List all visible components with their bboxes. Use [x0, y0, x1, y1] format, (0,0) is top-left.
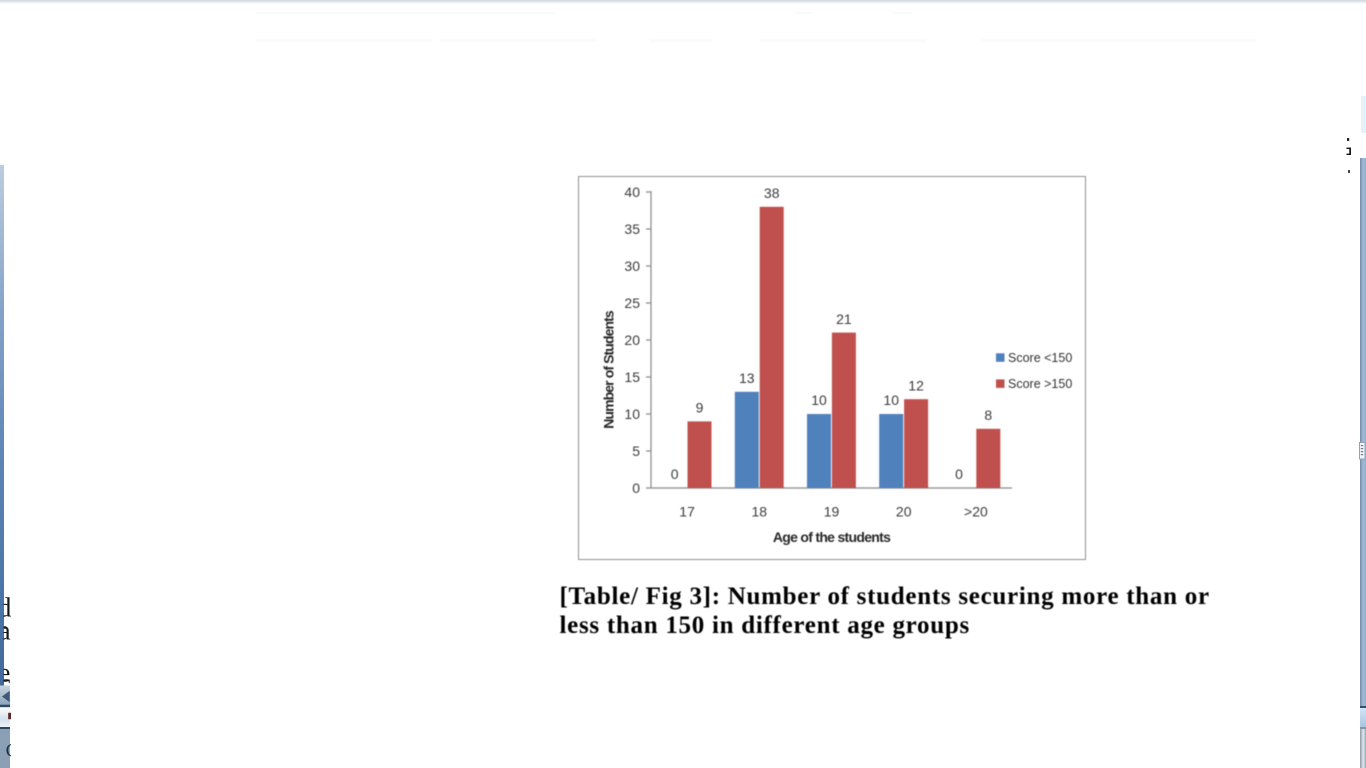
svg-text:0: 0 — [955, 466, 963, 482]
svg-text:20: 20 — [896, 504, 912, 520]
svg-text:10: 10 — [883, 392, 899, 408]
svg-text:a: a — [0, 616, 11, 646]
svg-text:>20: >20 — [964, 504, 988, 520]
svg-text:12: 12 — [908, 377, 924, 393]
svg-text:10: 10 — [624, 406, 640, 422]
svg-text:38: 38 — [764, 185, 780, 201]
svg-text:d: d — [0, 593, 12, 623]
svg-text:C: C — [6, 741, 19, 762]
svg-text:15: 15 — [624, 369, 640, 385]
svg-text:e: e — [0, 658, 10, 688]
svg-text:c: c — [0, 668, 11, 698]
svg-text:Number of Students: Number of Students — [601, 310, 617, 429]
svg-text:21: 21 — [836, 311, 852, 327]
svg-text:13: 13 — [739, 370, 755, 386]
svg-text:20: 20 — [624, 332, 640, 348]
svg-text:25: 25 — [624, 295, 640, 311]
svg-text:35: 35 — [624, 221, 640, 237]
svg-text:18: 18 — [752, 504, 768, 520]
svg-text:Score >150: Score >150 — [1008, 377, 1072, 391]
svg-text:17: 17 — [679, 504, 695, 520]
svg-text:40: 40 — [624, 184, 640, 200]
svg-text:19: 19 — [824, 504, 840, 520]
svg-text:8: 8 — [984, 407, 992, 423]
svg-text:30: 30 — [624, 258, 640, 274]
svg-text:0: 0 — [671, 466, 679, 482]
svg-text:5: 5 — [632, 443, 640, 459]
svg-text:9: 9 — [696, 400, 704, 416]
svg-text:0: 0 — [632, 480, 640, 496]
svg-text:10: 10 — [811, 392, 827, 408]
svg-text:Age of the students: Age of the students — [773, 529, 891, 545]
svg-text:Score <150: Score <150 — [1008, 351, 1072, 365]
